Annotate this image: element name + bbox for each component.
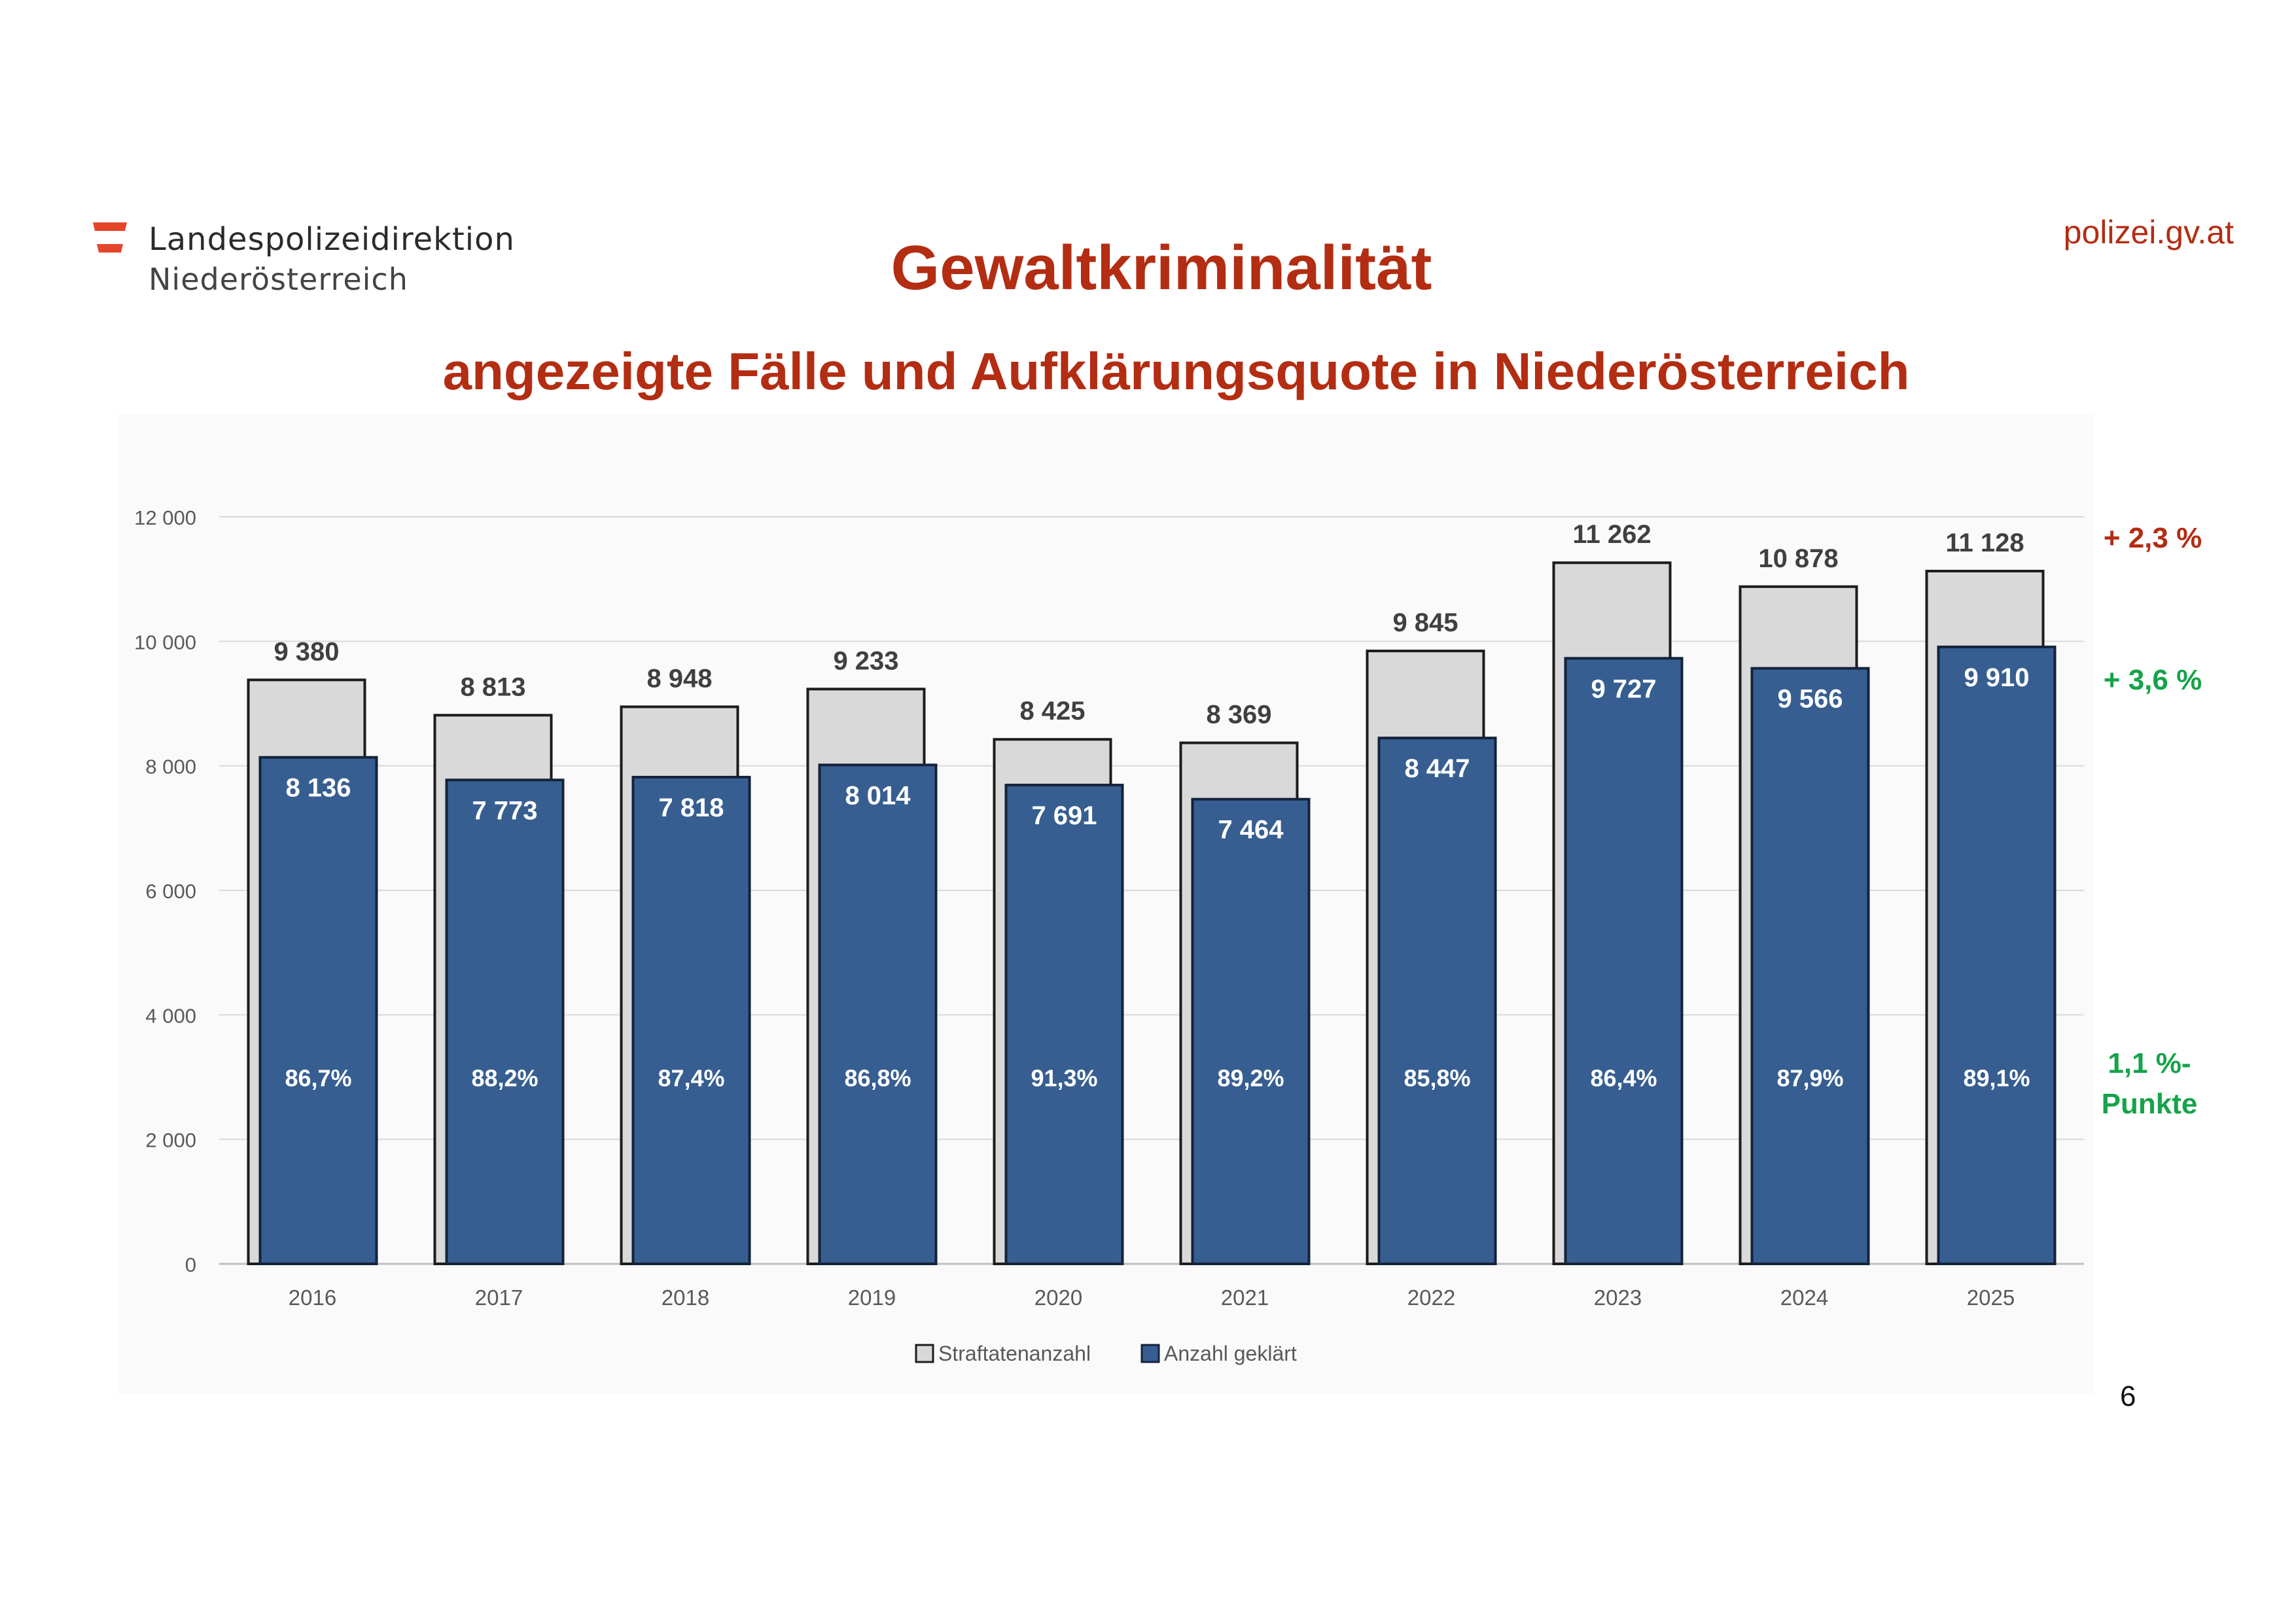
- clearance-rate-label: 86,7%: [285, 1065, 351, 1092]
- data-label-straftatenanzahl: 8 425: [1019, 697, 1085, 725]
- bar-anzahl-geklaert: [1191, 797, 1311, 1265]
- x-tick-label: 2017: [475, 1285, 523, 1310]
- data-label-anzahl-geklaert: 7 773: [472, 796, 537, 825]
- rate-change-line1: 1,1 %-: [2108, 1047, 2191, 1079]
- legend-label-straftatenanzahl: Straftatenanzahl: [938, 1342, 1091, 1365]
- austrian-flag-icon: [93, 222, 127, 253]
- data-label-straftatenanzahl: 10 878: [1758, 544, 1838, 573]
- data-label-anzahl-geklaert: 8 014: [845, 781, 911, 810]
- bar-anzahl-geklaert: [631, 775, 751, 1266]
- clearance-rate-label: 86,8%: [844, 1065, 911, 1092]
- bar-anzahl-geklaert: [258, 756, 378, 1265]
- site-url-link[interactable]: polizei.gv.at: [2063, 214, 2234, 251]
- rate-change-annotation: 1,1 %- Punkte: [2068, 1043, 2231, 1125]
- logo-title: Landespolizeidirektion: [149, 221, 515, 258]
- data-label-anzahl-geklaert: 9 910: [1964, 663, 2029, 692]
- bar-anzahl-geklaert: [445, 778, 565, 1266]
- x-tick-label: 2020: [1034, 1285, 1082, 1310]
- clearance-rate-label: 87,4%: [658, 1065, 724, 1092]
- clearance-rate-label: 91,3%: [1031, 1065, 1097, 1092]
- clearance-rate-label: 89,1%: [1963, 1065, 2030, 1092]
- x-tick-label: 2019: [848, 1285, 896, 1310]
- data-label-anzahl-geklaert: 7 818: [658, 794, 724, 822]
- data-label-anzahl-geklaert: 7 464: [1218, 816, 1284, 845]
- y-tick-label: 8 000: [145, 756, 196, 778]
- police-logo: Landespolizeidirektion Niederösterreich: [88, 208, 527, 306]
- x-tick-label: 2018: [662, 1285, 709, 1310]
- data-label-anzahl-geklaert: 7 691: [1031, 801, 1097, 830]
- legend-swatch-anzahl-geklaert: [1140, 1344, 1160, 1363]
- legend-label-anzahl-geklaert: Anzahl geklärt: [1164, 1342, 1297, 1365]
- x-tick-label: 2024: [1780, 1285, 1828, 1310]
- legend-swatch-straftatenanzahl: [915, 1344, 934, 1363]
- data-label-straftatenanzahl: 8 369: [1206, 701, 1271, 729]
- x-tick-label: 2016: [289, 1285, 336, 1310]
- data-label-straftatenanzahl: 8 813: [460, 672, 525, 701]
- y-tick-label: 10 000: [134, 631, 196, 654]
- bar-anzahl-geklaert: [1750, 667, 1870, 1265]
- bar-anzahl-geklaert: [1937, 645, 2057, 1265]
- data-label-straftatenanzahl: 11 262: [1572, 520, 1651, 549]
- y-tick-label: 6 000: [145, 880, 196, 903]
- x-tick-label: 2021: [1221, 1285, 1269, 1310]
- data-label-straftatenanzahl: 9 380: [274, 637, 339, 666]
- clearance-rate-label: 87,9%: [1776, 1065, 1843, 1092]
- y-tick-label: 2 000: [145, 1129, 196, 1152]
- y-tick-label: 12 000: [134, 506, 196, 529]
- clearance-rate-label: 88,2%: [471, 1065, 538, 1092]
- clearance-rate-label: 86,4%: [1590, 1065, 1657, 1092]
- data-label-anzahl-geklaert: 8 136: [285, 774, 351, 803]
- data-label-anzahl-geklaert: 9 566: [1777, 685, 1843, 714]
- data-label-anzahl-geklaert: 8 447: [1404, 754, 1470, 783]
- x-tick-label: 2023: [1594, 1285, 1642, 1310]
- bar-anzahl-geklaert: [1377, 737, 1497, 1266]
- bar-anzahl-geklaert: [818, 763, 938, 1265]
- page-subtitle: angezeigte Fälle und Aufklärungsquote in…: [442, 342, 1910, 400]
- clearance-rate-label: 85,8%: [1404, 1065, 1470, 1092]
- x-tick-label: 2022: [1407, 1285, 1455, 1310]
- data-label-straftatenanzahl: 9 845: [1392, 608, 1458, 637]
- data-label-straftatenanzahl: 9 233: [833, 646, 898, 675]
- data-label-straftatenanzahl: 11 128: [1945, 529, 2024, 557]
- x-tick-label: 2025: [1967, 1285, 2015, 1310]
- y-tick-label: 0: [185, 1253, 196, 1276]
- rate-change-line2: Punkte: [2101, 1088, 2198, 1120]
- data-label-straftatenanzahl: 8 948: [646, 664, 712, 693]
- solved-change-annotation: + 3,6 %: [2103, 664, 2202, 696]
- bar-anzahl-geklaert: [1004, 784, 1124, 1265]
- bar-anzahl-geklaert: [1564, 657, 1684, 1265]
- data-label-anzahl-geklaert: 9 727: [1591, 674, 1656, 703]
- clearance-rate-label: 89,2%: [1217, 1065, 1284, 1092]
- logo-region: Niederösterreich: [149, 262, 408, 297]
- page-title: Gewaltkriminalität: [891, 233, 1432, 303]
- page-number: 6: [2120, 1380, 2136, 1412]
- y-tick-label: 4 000: [145, 1004, 196, 1027]
- cases-change-annotation: + 2,3 %: [2103, 522, 2202, 554]
